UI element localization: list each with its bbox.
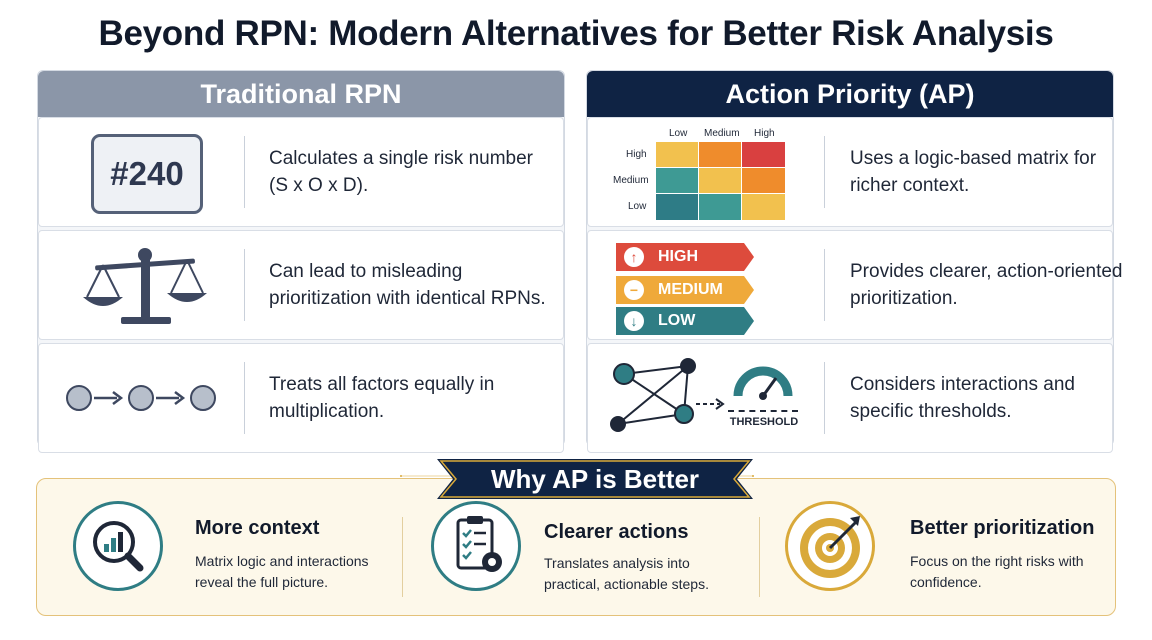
why-ap-ribbon: Why AP is Better — [437, 459, 753, 499]
rpn-row-text-content: Can lead to misleading prioritization wi… — [269, 261, 546, 309]
benefit-divider — [402, 517, 403, 597]
rpn-row-text: Treats all factors equally in multiplica… — [269, 344, 549, 452]
matrix-cell — [698, 193, 743, 221]
row-divider — [824, 136, 825, 208]
matrix-cell — [698, 141, 743, 169]
rpn-row-text: Calculates a single risk number (S x O x… — [269, 118, 549, 226]
traditional-rpn-heading: Traditional RPN — [38, 71, 564, 117]
rpn-row-equal-factors: Treats all factors equally in multiplica… — [38, 343, 564, 453]
gauge-icon — [733, 366, 793, 400]
priority-tag-medium: − MEDIUM — [616, 276, 723, 304]
matrix-column-label: High — [754, 128, 775, 139]
rpn-row-misleading: Can lead to misleading prioritization wi… — [38, 230, 564, 340]
matrix-cell — [741, 167, 786, 195]
traditional-rpn-panel: Traditional RPN #240 Calculates a single… — [37, 70, 565, 453]
matrix-cell — [655, 193, 700, 221]
arrow-up-icon: ↑ — [624, 247, 644, 267]
benefit-title: Clearer actions — [544, 521, 689, 543]
matrix-column-label: Low — [669, 128, 688, 139]
benefit-text: Focus on the right risks with confidence… — [910, 553, 1084, 590]
matrix-row-label: High — [626, 149, 647, 160]
ap-row-text-content: Considers interactions and specific thre… — [850, 374, 1075, 422]
matrix-cell — [655, 167, 700, 195]
row-divider — [244, 362, 245, 434]
magnifier-chart-icon — [73, 501, 163, 591]
rpn-row-text-content: Calculates a single risk number (S x O x… — [269, 148, 534, 196]
matrix-cell — [741, 193, 786, 221]
ap-row-text-content: Uses a logic-based matrix for richer con… — [850, 148, 1097, 196]
network-nodes-icon — [610, 358, 725, 432]
matrix-cell — [655, 141, 700, 169]
action-priority-panel: Action Priority (AP) Low Medium High Hig… — [586, 70, 1122, 453]
priority-label: LOW — [658, 312, 696, 329]
matrix-row-label: Low — [628, 201, 647, 212]
matrix-row-label: Medium — [613, 175, 649, 186]
priority-label: HIGH — [658, 248, 698, 265]
matrix-cell — [698, 167, 743, 195]
ap-row-matrix: Low Medium High High Medium Low Uses a l… — [587, 117, 1113, 227]
benefit-text: Translates analysis into practical, acti… — [544, 555, 709, 592]
chain-arrows-icon — [66, 385, 216, 411]
threshold-label: THRESHOLD — [729, 416, 799, 428]
row-divider — [824, 249, 825, 321]
rpn-row-single-number: #240 Calculates a single risk number (S … — [38, 117, 564, 227]
benefit-text: Matrix logic and interactions reveal the… — [195, 553, 369, 590]
rpn-row-text-content: Treats all factors equally in multiplica… — [269, 374, 495, 422]
ap-row-text-content: Provides clearer, action-oriented priori… — [850, 261, 1123, 309]
ap-row-thresholds: THRESHOLD Considers interactions and spe… — [587, 343, 1113, 453]
benefit-title: Better prioritization — [910, 517, 1095, 539]
checklist-gear-icon — [431, 501, 521, 591]
target-arrow-icon — [785, 501, 875, 591]
rpn-value-badge: #240 — [91, 134, 203, 214]
priority-tag-low: ↓ LOW — [616, 307, 695, 335]
ap-row-text: Uses a logic-based matrix for richer con… — [850, 118, 1130, 226]
row-divider — [244, 249, 245, 321]
matrix-cell — [741, 141, 786, 169]
minus-icon: − — [624, 280, 644, 300]
priority-tag-high: ↑ HIGH — [616, 243, 698, 271]
page-title: Beyond RPN: Modern Alternatives for Bett… — [98, 14, 1054, 53]
benefit-title: More context — [195, 517, 320, 539]
row-divider — [244, 136, 245, 208]
why-ap-heading: Why AP is Better — [490, 464, 700, 494]
balance-scale-icon — [83, 248, 207, 324]
row-divider — [824, 362, 825, 434]
priority-label: MEDIUM — [658, 281, 723, 298]
matrix-column-label: Medium — [704, 128, 740, 139]
ap-row-text: Considers interactions and specific thre… — [850, 344, 1130, 452]
rpn-row-text: Can lead to misleading prioritization wi… — [269, 231, 549, 339]
action-priority-heading: Action Priority (AP) — [587, 71, 1113, 117]
ap-row-text: Provides clearer, action-oriented priori… — [850, 231, 1130, 339]
ribbon-shape — [437, 459, 753, 499]
why-ap-section: Why AP is Better More context Matrix log… — [36, 459, 1116, 616]
benefit-divider — [759, 517, 760, 597]
arrow-down-icon: ↓ — [624, 311, 644, 331]
threshold-line — [728, 410, 798, 412]
priority-tags-shapes — [616, 243, 754, 335]
ap-row-priorities: ↑ HIGH − MEDIUM ↓ LOW Provides clearer, … — [587, 230, 1122, 340]
